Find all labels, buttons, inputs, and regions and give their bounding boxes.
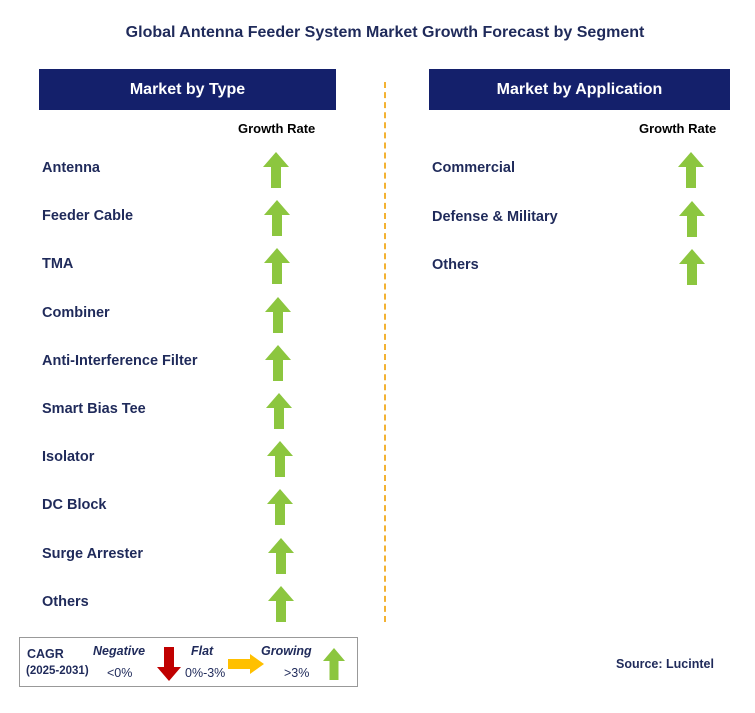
up-arrow-icon <box>265 344 292 381</box>
page-title: Global Antenna Feeder System Market Grow… <box>125 24 645 41</box>
application-growth-rate-label: Growth Rate <box>639 121 717 136</box>
legend-growing-range: >3% <box>284 666 310 680</box>
up-arrow-icon <box>267 537 294 574</box>
up-arrow-icon <box>678 152 704 188</box>
type-row-label: Smart Bias Tee <box>42 401 146 417</box>
up-arrow-icon <box>679 249 706 285</box>
right-arrow-icon <box>228 654 264 674</box>
type-row-label: Isolator <box>42 449 95 466</box>
up-arrow-icon <box>268 585 295 622</box>
legend-flat-range: 0%-3% <box>185 666 226 680</box>
legend-growing-label: Growing <box>261 644 312 658</box>
type-growth-rate-label: Growth Rate <box>238 121 316 136</box>
type-row-label: Antenna <box>42 160 100 176</box>
up-arrow-icon <box>264 296 291 333</box>
type-row-label: DC Block <box>42 497 107 514</box>
application-row-label: Commercial <box>432 160 516 176</box>
legend-negative-range: <0% <box>107 666 133 680</box>
legend-flat-label: Flat <box>191 644 214 658</box>
application-row-label: Defense & Military <box>432 208 558 225</box>
application-row-label: Others <box>432 257 479 273</box>
up-arrow-icon <box>263 152 289 188</box>
up-arrow-icon <box>266 441 293 478</box>
up-arrow-icon <box>267 489 294 526</box>
type-row-label: Anti-Interference Filter <box>42 352 198 369</box>
application-panel-header: Market by Application <box>429 69 730 110</box>
type-row-label: Others <box>42 593 89 610</box>
down-arrow-icon <box>157 647 181 681</box>
type-row-label: Feeder Cable <box>42 208 134 225</box>
type-panel-header-label: Market by Type <box>129 80 246 98</box>
application-panel-header-label: Market by Application <box>496 80 663 98</box>
up-arrow-icon <box>678 200 705 237</box>
legend-negative-label: Negative <box>93 644 146 658</box>
type-row-label: Surge Arrester <box>42 545 144 562</box>
legend-period: (2025-2031) <box>26 665 89 677</box>
type-panel-header: Market by Type <box>39 69 336 110</box>
type-row-label: Combiner <box>42 304 110 321</box>
source-credit: Source: Lucintel <box>616 657 714 671</box>
up-arrow-icon <box>263 200 290 237</box>
up-arrow-icon <box>266 393 292 429</box>
type-row-label: TMA <box>42 256 74 273</box>
panel-divider <box>384 82 386 622</box>
up-arrow-icon <box>323 648 345 680</box>
up-arrow-icon <box>264 248 291 285</box>
legend: CAGR (2025-2031) Negative <0% Flat 0%-3%… <box>19 637 358 687</box>
legend-cagr-label: CAGR <box>27 647 64 661</box>
